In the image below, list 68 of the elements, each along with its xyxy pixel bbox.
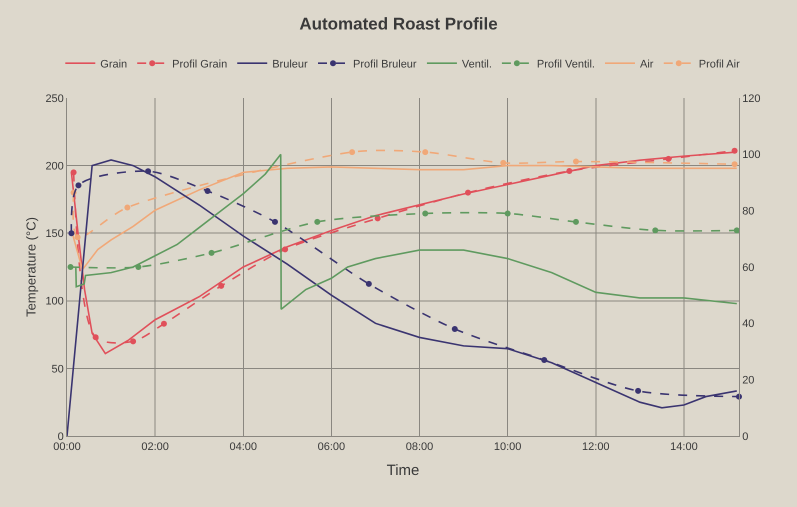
point bbox=[500, 160, 506, 166]
point bbox=[130, 338, 136, 344]
point bbox=[75, 182, 82, 188]
point bbox=[272, 218, 278, 225]
point bbox=[68, 264, 74, 270]
point bbox=[422, 149, 428, 156]
y2-tick-label: 0 bbox=[742, 430, 748, 443]
y-tick-label: 250 bbox=[45, 92, 64, 105]
point bbox=[208, 250, 215, 256]
y-tick-label: 0 bbox=[58, 430, 64, 443]
point bbox=[572, 158, 579, 165]
x-tick-label: 10:00 bbox=[494, 441, 522, 454]
legend-label: Profil Grain bbox=[172, 58, 228, 71]
y2-tick-label: 100 bbox=[742, 149, 761, 162]
legend-label: Grain bbox=[100, 58, 128, 71]
y2-tick-label: 120 bbox=[742, 92, 761, 105]
legend-label: Ventil. bbox=[462, 58, 492, 71]
y-axis-title: Temperature (°C) bbox=[23, 217, 38, 317]
point bbox=[314, 218, 320, 225]
point bbox=[635, 388, 642, 394]
point bbox=[732, 148, 738, 154]
point bbox=[572, 218, 579, 225]
point bbox=[218, 282, 224, 289]
line-series bbox=[75, 154, 738, 310]
chart-title: Automated Roast Profile bbox=[299, 14, 498, 34]
legend-label: Profil Air bbox=[698, 58, 740, 71]
point bbox=[732, 161, 738, 168]
y-tick-label: 200 bbox=[45, 160, 64, 172]
point bbox=[135, 264, 142, 270]
point bbox=[465, 190, 471, 196]
point bbox=[204, 188, 211, 194]
x-tick-label: 02:00 bbox=[141, 441, 169, 454]
line-series bbox=[67, 159, 738, 436]
legend-label: Profil Bruleur bbox=[353, 58, 417, 71]
x-tick-label: 08:00 bbox=[406, 441, 434, 454]
y2-tick-label: 40 bbox=[742, 318, 754, 330]
x-tick-label: 04:00 bbox=[229, 441, 258, 454]
y2-tick-label: 60 bbox=[742, 262, 754, 274]
point bbox=[541, 356, 548, 363]
x-tick-label: 14:00 bbox=[670, 441, 698, 454]
y-tick-label: 50 bbox=[52, 363, 64, 376]
point bbox=[282, 246, 288, 252]
x-tick-label: 06:00 bbox=[318, 441, 346, 454]
x-tick-label: 12:00 bbox=[582, 441, 610, 454]
point bbox=[566, 168, 572, 174]
point bbox=[366, 280, 372, 287]
point bbox=[504, 210, 511, 216]
x-tick-label: 00:00 bbox=[53, 441, 81, 454]
x-axis-title: Time bbox=[386, 462, 420, 480]
point bbox=[452, 326, 458, 332]
point bbox=[68, 230, 74, 236]
point bbox=[92, 334, 99, 340]
legend-label: Air bbox=[640, 58, 654, 71]
point bbox=[652, 227, 658, 234]
point bbox=[70, 169, 77, 176]
point bbox=[422, 210, 428, 216]
point bbox=[349, 149, 356, 156]
y-tick-label: 150 bbox=[45, 228, 64, 240]
legend-label: Profil Ventil. bbox=[536, 58, 595, 71]
point bbox=[145, 168, 152, 174]
y-tick-label: 100 bbox=[45, 296, 64, 308]
y2-tick-label: 80 bbox=[742, 206, 754, 218]
point bbox=[160, 320, 167, 327]
point bbox=[666, 156, 672, 162]
legend-label: Bruleur bbox=[272, 58, 308, 71]
point bbox=[74, 234, 81, 240]
point bbox=[124, 204, 130, 211]
y2-tick-label: 20 bbox=[742, 374, 754, 387]
